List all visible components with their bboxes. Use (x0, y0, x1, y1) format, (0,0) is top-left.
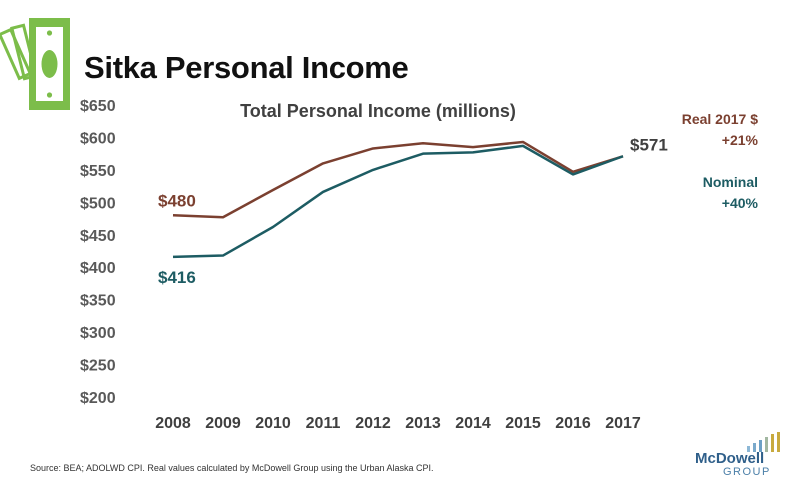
series-change-label: +40% (722, 195, 759, 211)
x-tick-label: 2017 (605, 415, 641, 432)
start-value-label: $416 (158, 268, 196, 287)
money-bills-icon (0, 18, 70, 110)
chart-title: Total Personal Income (millions) (240, 101, 516, 121)
brand-name: McDowell (695, 450, 765, 467)
labels-layer: $480 Real 2017 $ +21% $416 Nominal +40% $571 (158, 111, 759, 287)
slide-title: Sitka Personal Income (84, 50, 409, 85)
x-tick-label: 2014 (455, 415, 491, 432)
y-tick-label: $600 (80, 130, 116, 147)
series-name-label: Real 2017 $ (682, 111, 758, 127)
brand-sub: GROUP (723, 466, 771, 478)
y-tick-label: $400 (80, 260, 116, 277)
x-tick-label: 2012 (355, 415, 391, 432)
series-name-label: Nominal (703, 174, 758, 190)
x-tick-label: 2008 (155, 415, 191, 432)
series-line-nominal (172, 144, 624, 259)
bar-logo-icon (747, 432, 780, 452)
y-tick-label: $350 (80, 293, 116, 310)
end-value-label: $571 (630, 135, 668, 154)
series-change-label: +21% (722, 132, 759, 148)
series-layer (172, 140, 624, 259)
source-note: Source: BEA; ADOLWD CPI. Real values cal… (30, 463, 434, 473)
y-tick-label: $300 (80, 325, 116, 342)
y-tick-label: $250 (80, 358, 116, 375)
x-tick-label: 2011 (306, 415, 341, 432)
brand-logo: McDowell GROUP (695, 432, 787, 480)
start-value-label: $480 (158, 191, 196, 210)
y-tick-label: $650 (80, 98, 116, 115)
x-tick-label: 2009 (205, 415, 241, 432)
x-tick-label: 2013 (405, 415, 441, 432)
y-tick-label: $550 (80, 163, 116, 180)
x-tick-label: 2015 (505, 415, 541, 432)
y-axis: $200 $250 $300 $350 $400 $450 $500 $550 $600 $650 (80, 98, 116, 407)
x-tick-label: 2016 (555, 415, 591, 432)
series-line-real (172, 140, 624, 219)
y-tick-label: $200 (80, 390, 116, 407)
x-tick-label: 2010 (255, 415, 291, 432)
y-tick-label: $450 (80, 228, 116, 245)
x-axis: 2008 2009 2010 2011 2012 2013 2014 2015 2016 2017 (155, 415, 641, 432)
y-tick-label: $500 (80, 195, 116, 212)
